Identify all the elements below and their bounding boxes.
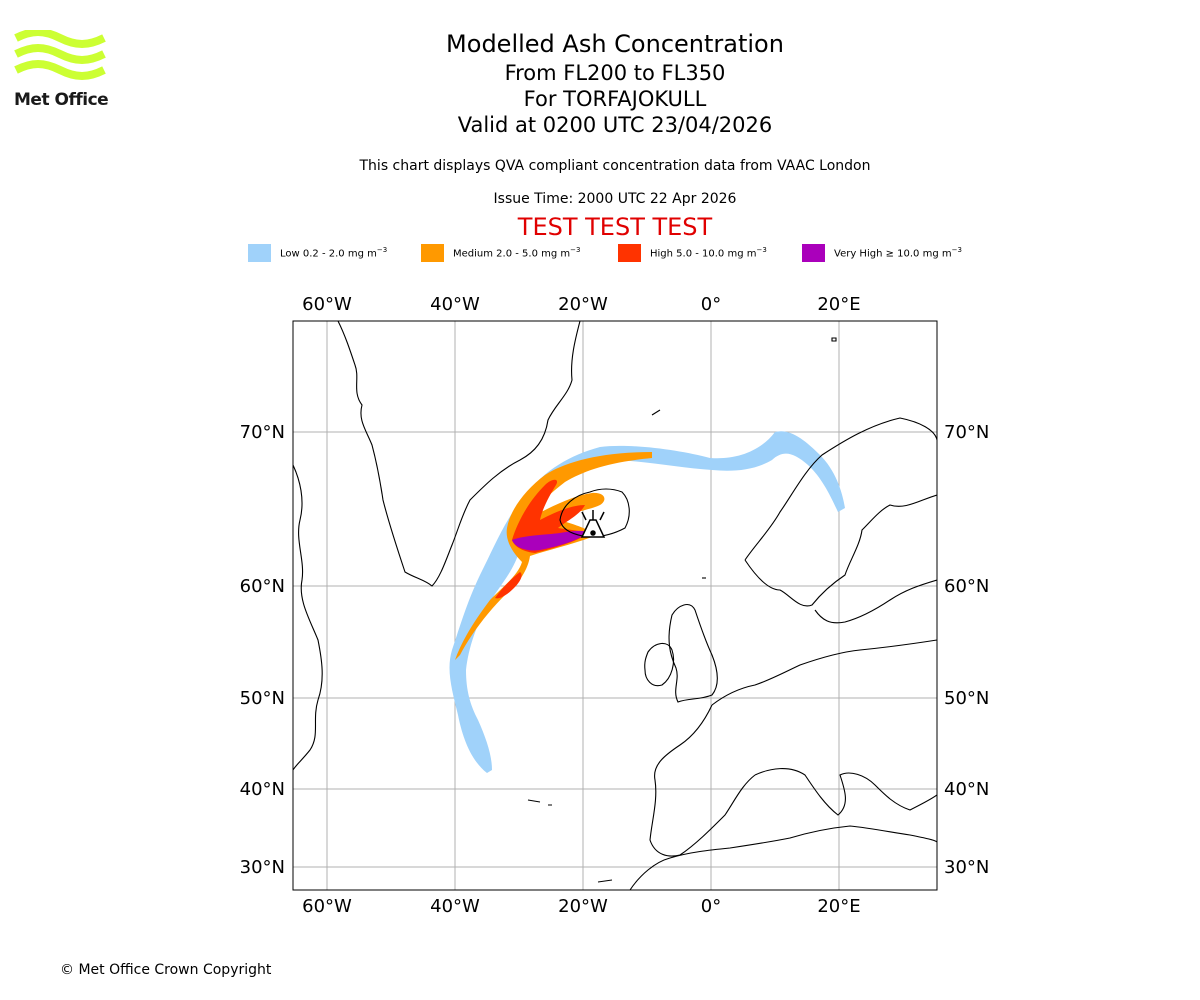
chart-subtitle: This chart displays QVA compliant concen… [359, 158, 871, 174]
flight-level-range: From FL200 to FL350 [504, 61, 726, 85]
legend-label-very-high: Very High ≥ 10.0 mg m−3 [834, 246, 962, 260]
lat-label-40n-right: 40°N [944, 779, 989, 800]
title-block: Modelled Ash Concentration From FL200 to… [315, 28, 915, 138]
legend-swatch-low [248, 244, 271, 262]
legend-label-low: Low 0.2 - 2.0 mg m−3 [280, 246, 388, 260]
coastline-greenland [337, 321, 581, 587]
ash-very-high-region [512, 530, 588, 551]
test-banner: TEST TEST TEST [517, 213, 713, 241]
chart-title: Modelled Ash Concentration [446, 30, 784, 58]
coastline-scandinavia [744, 417, 937, 561]
coastline-great-britain [668, 604, 718, 703]
lon-label-0-top: 0° [701, 294, 721, 315]
lon-label-20w-top: 20°W [558, 294, 608, 315]
logo-text: Met Office [14, 90, 109, 110]
coastline-eastern-canada [293, 464, 323, 771]
lon-label-40w-top: 40°W [430, 294, 480, 315]
met-office-logo: Met Office [14, 30, 109, 112]
coastline-azores [527, 799, 552, 806]
lon-label-20w-bottom: 20°W [558, 896, 608, 917]
lat-labels-right: 70°N 60°N 50°N 40°N 30°N [944, 422, 989, 878]
lat-label-60n-left: 60°N [240, 576, 285, 597]
legend-swatch-high [618, 244, 641, 262]
lon-label-40w-bottom: 40°W [430, 896, 480, 917]
graticule [293, 321, 937, 890]
legend: Low 0.2 - 2.0 mg m−3 Medium 2.0 - 5.0 mg… [0, 244, 1200, 264]
coastline-mediterranean [754, 768, 937, 816]
coastline-baltic [814, 579, 937, 624]
lat-label-30n-left: 30°N [240, 857, 285, 878]
lon-labels-bottom: 60°W 40°W 20°W 0° 20°E [302, 896, 860, 917]
volcano-icon [580, 510, 606, 538]
legend-label-medium: Medium 2.0 - 5.0 mg m−3 [453, 246, 581, 260]
coastline-north-africa [629, 825, 937, 890]
lat-label-50n-left: 50°N [240, 688, 285, 709]
lon-label-20e-top: 20°E [817, 294, 860, 315]
volcano-name: For TORFAJOKULL [523, 87, 707, 111]
coastlines [293, 321, 937, 890]
coastline-iceland [559, 488, 630, 538]
legend-label-high: High 5.0 - 10.0 mg m−3 [650, 246, 767, 260]
lat-label-60n-right: 60°N [944, 576, 989, 597]
coastline-continental-europe [711, 639, 937, 706]
lat-label-70n-left: 70°N [240, 422, 285, 443]
legend-swatch-very-high [802, 244, 825, 262]
map-frame [292, 320, 938, 891]
coastline-jan-mayen [651, 409, 661, 416]
lat-labels-left: 70°N 60°N 50°N 40°N 30°N [240, 422, 285, 878]
legend-item-high: High 5.0 - 10.0 mg m−3 [618, 244, 767, 262]
issue-time: Issue Time: 2000 UTC 22 Apr 2026 [493, 191, 737, 207]
coastline-bear-island [831, 337, 837, 342]
met-office-wave-icon [14, 30, 106, 80]
lon-label-60w-bottom: 60°W [302, 896, 352, 917]
coastline-norway-sweden-south [744, 494, 937, 607]
lat-label-70n-right: 70°N [944, 422, 989, 443]
legend-swatch-medium [421, 244, 444, 262]
lat-label-30n-right: 30°N [944, 857, 989, 878]
lat-label-50n-right: 50°N [944, 688, 989, 709]
volcano-icon-plume [581, 510, 605, 521]
legend-item-very-high: Very High ≥ 10.0 mg m−3 [802, 244, 962, 262]
lon-label-0-bottom: 0° [701, 896, 721, 917]
lon-label-20e-bottom: 20°E [817, 896, 860, 917]
coastline-ireland [644, 642, 675, 687]
legend-item-low: Low 0.2 - 2.0 mg m−3 [248, 244, 387, 262]
lat-label-40n-left: 40°N [240, 779, 285, 800]
legend-item-medium: Medium 2.0 - 5.0 mg m−3 [421, 244, 580, 262]
coastline-iberia [649, 704, 756, 857]
ash-low-region [449, 431, 845, 773]
volcano-icon-cone [580, 519, 606, 538]
coastline-canary-islands [597, 879, 613, 883]
lon-label-60w-top: 60°W [302, 294, 352, 315]
copyright-notice: © Met Office Crown Copyright [60, 962, 272, 978]
valid-time: Valid at 0200 UTC 23/04/2026 [457, 113, 773, 137]
volcano-icon-vent [590, 530, 596, 536]
lon-labels-top: 60°W 40°W 20°W 0° 20°E [302, 294, 860, 315]
